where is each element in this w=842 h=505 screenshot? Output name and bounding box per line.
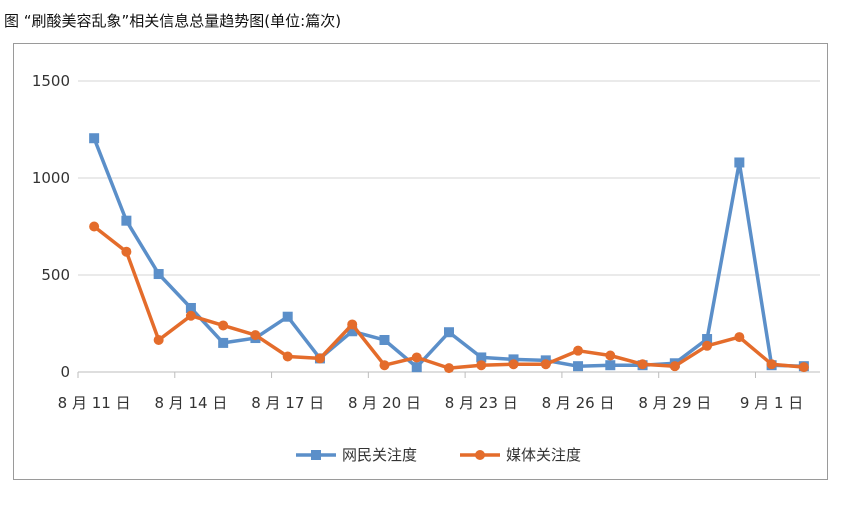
y-tick-label-3: 1500 bbox=[32, 72, 70, 90]
x-tick-label-3: 8 月 20 日 bbox=[348, 394, 421, 412]
data-point-s1-14 bbox=[540, 359, 551, 370]
data-point-s0-20 bbox=[734, 157, 745, 168]
line-chart: 0 500 1000 1500 8 月 11 日 8 月 14 日 8 月 17 日 8 月 … bbox=[32, 72, 820, 464]
x-tick-label-4: 8 月 23 日 bbox=[445, 394, 518, 412]
data-point-s1-17 bbox=[637, 359, 648, 370]
y-tick-label-1: 500 bbox=[41, 266, 70, 284]
y-tick-label-2: 1000 bbox=[32, 169, 70, 187]
x-tick-label-2: 8 月 17 日 bbox=[251, 394, 324, 412]
data-point-s0-2 bbox=[153, 269, 164, 280]
data-point-s1-21 bbox=[766, 359, 777, 370]
data-point-s1-7 bbox=[314, 353, 325, 364]
data-point-s0-6 bbox=[282, 311, 293, 322]
data-point-s1-18 bbox=[669, 361, 680, 372]
data-point-s0-0 bbox=[89, 133, 100, 144]
data-point-s0-15 bbox=[573, 361, 584, 372]
x-tick-label-0: 8 月 11 日 bbox=[58, 394, 131, 412]
data-point-s1-10 bbox=[411, 352, 422, 363]
data-point-s1-9 bbox=[379, 360, 390, 371]
x-tick-label-6: 8 月 29 日 bbox=[638, 394, 711, 412]
data-point-s1-19 bbox=[702, 340, 713, 351]
data-point-s1-22 bbox=[798, 362, 809, 373]
data-point-s1-3 bbox=[185, 310, 196, 321]
data-point-s1-1 bbox=[121, 246, 132, 257]
figure-title: 图 “刷酸美容乱象”相关信息总量趋势图(单位:篇次) bbox=[4, 12, 342, 30]
legend-marker-0 bbox=[311, 450, 321, 460]
data-point-s0-1 bbox=[121, 215, 132, 226]
x-tick-label-1: 8 月 14 日 bbox=[154, 394, 227, 412]
chart-frame: 0 500 1000 1500 8 月 11 日 8 月 14 日 8 月 17 日 8 月 … bbox=[13, 43, 828, 480]
data-point-s0-4 bbox=[218, 337, 229, 348]
legend-label-1: 媒体关注度 bbox=[506, 446, 581, 464]
data-point-s0-10 bbox=[411, 362, 422, 373]
data-point-s1-20 bbox=[734, 332, 745, 343]
y-tick-label-0: 0 bbox=[60, 363, 70, 381]
data-point-s0-8 bbox=[347, 326, 358, 337]
data-point-s0-16 bbox=[605, 360, 616, 371]
data-point-s0-3 bbox=[185, 302, 196, 313]
data-point-s1-13 bbox=[508, 359, 519, 370]
data-point-s1-2 bbox=[153, 334, 164, 345]
data-point-s1-4 bbox=[218, 320, 229, 331]
data-point-s1-11 bbox=[444, 363, 454, 374]
data-point-s1-15 bbox=[573, 345, 584, 356]
legend-marker-1 bbox=[475, 450, 485, 460]
data-point-s1-6 bbox=[282, 351, 293, 362]
data-point-s1-8 bbox=[347, 319, 358, 330]
data-point-s1-5 bbox=[250, 330, 261, 341]
x-tick-label-7: 9 月 1 日 bbox=[740, 394, 803, 412]
legend-label-0: 网民关注度 bbox=[342, 446, 417, 464]
data-point-s1-0 bbox=[89, 221, 100, 232]
data-point-s0-11 bbox=[444, 327, 454, 338]
data-point-s0-9 bbox=[379, 334, 390, 345]
data-point-s1-12 bbox=[476, 360, 487, 371]
x-tick-label-5: 8 月 26 日 bbox=[542, 394, 615, 412]
data-point-s1-16 bbox=[605, 350, 616, 361]
data-point-s0-12 bbox=[476, 352, 487, 363]
data-point-s0-19 bbox=[702, 334, 713, 345]
